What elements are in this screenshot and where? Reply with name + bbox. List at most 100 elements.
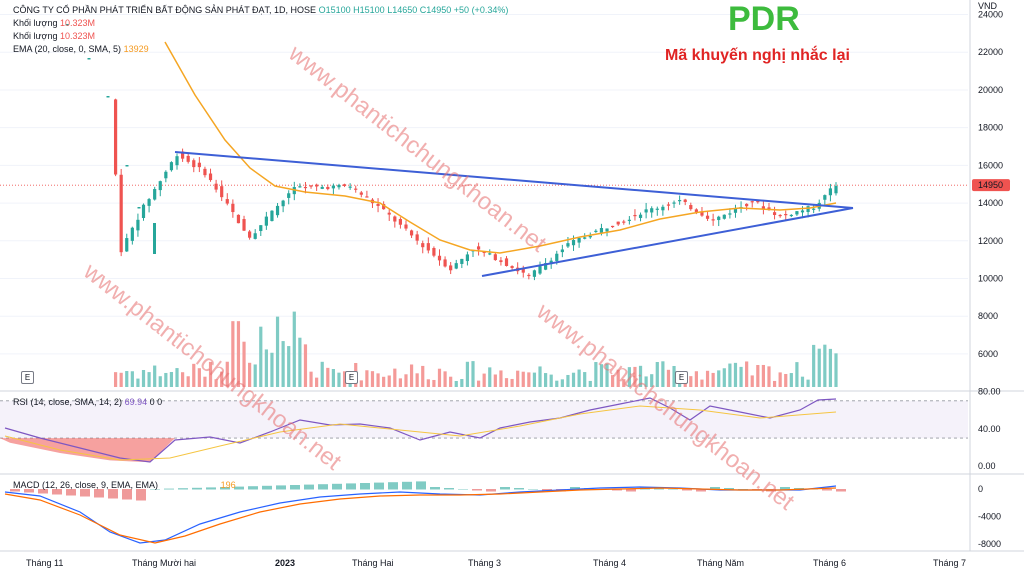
candle-body bbox=[717, 216, 721, 221]
volume-bar bbox=[393, 368, 397, 387]
macd-histogram-bar bbox=[654, 488, 664, 490]
rsi-tick-label: 80.00 bbox=[978, 387, 1001, 397]
price-axis[interactable]: 24000 22000 20000 18000 16000 14000 12000 10000… bbox=[972, 1, 1010, 359]
candle-body bbox=[382, 204, 386, 210]
volume-bar bbox=[214, 379, 218, 387]
candle-body bbox=[465, 254, 470, 262]
volume-bar bbox=[382, 376, 386, 387]
earnings-badge[interactable]: E bbox=[345, 371, 358, 384]
volume-bar bbox=[426, 379, 430, 387]
volume-bar bbox=[320, 361, 324, 387]
candle-body bbox=[812, 208, 816, 210]
candle-body bbox=[594, 230, 598, 232]
candle-body bbox=[231, 203, 235, 213]
candle-body bbox=[460, 258, 464, 264]
candle-body bbox=[253, 233, 257, 239]
volume-bar bbox=[823, 344, 827, 387]
rsi-value: 69.94 bbox=[124, 397, 148, 407]
volume-bar bbox=[197, 368, 201, 387]
volume-bar bbox=[599, 364, 604, 387]
candle-body bbox=[722, 214, 726, 219]
macd-histogram-bar bbox=[108, 489, 118, 499]
price-unit-label: VND bbox=[978, 1, 998, 11]
volume-bar bbox=[169, 371, 174, 387]
candle-body bbox=[125, 165, 129, 167]
macd-histogram-bar bbox=[472, 489, 482, 491]
time-tick-label: Tháng Mười hai bbox=[132, 558, 196, 568]
volume-bar bbox=[454, 380, 458, 387]
candle-body bbox=[348, 186, 352, 188]
volume-bar bbox=[504, 378, 509, 387]
candle-body bbox=[181, 151, 185, 159]
volume-bar bbox=[700, 379, 704, 387]
volume-bar bbox=[259, 326, 263, 387]
ema-series bbox=[164, 41, 837, 254]
macd-histogram-bar bbox=[374, 482, 384, 490]
macd-histogram-bar bbox=[346, 483, 356, 490]
candle-body bbox=[711, 219, 715, 221]
candle-body bbox=[544, 263, 548, 270]
volume-bar bbox=[661, 361, 665, 387]
volume-bar bbox=[784, 373, 788, 387]
candle-body bbox=[130, 227, 134, 241]
volume-bar bbox=[225, 361, 229, 387]
price-tick-label: 16000 bbox=[978, 160, 1003, 170]
volume-bar bbox=[694, 371, 698, 387]
candle-body bbox=[309, 185, 313, 187]
earnings-badge[interactable]: E bbox=[675, 371, 688, 384]
macd-pane: 0 -4000 -8000 bbox=[4, 481, 1001, 549]
macd-histogram-bar bbox=[38, 489, 48, 494]
volume-bar bbox=[711, 372, 715, 387]
macd-histogram-bar bbox=[668, 489, 678, 490]
macd-histogram-bar bbox=[150, 489, 160, 490]
volume-bar bbox=[287, 346, 291, 387]
candle-body bbox=[432, 248, 436, 256]
ema-legend: EMA (20, close, 0, SMA, 5) 13929 bbox=[13, 43, 149, 55]
macd-histogram-bar bbox=[192, 487, 202, 490]
candle-body bbox=[342, 184, 347, 186]
time-tick-label: Tháng 11 bbox=[26, 558, 63, 568]
candle-body bbox=[488, 253, 492, 255]
time-tick-label: 2023 bbox=[275, 558, 295, 568]
time-tick-label: Tháng 6 bbox=[813, 558, 846, 568]
candle-body bbox=[756, 200, 760, 203]
price-tick-label: 12000 bbox=[978, 236, 1003, 246]
candle-body bbox=[315, 184, 319, 187]
volume-bar bbox=[409, 364, 414, 387]
candle-body bbox=[784, 214, 788, 216]
volume-bar bbox=[231, 321, 235, 387]
candle-body bbox=[476, 246, 481, 250]
volume-bar bbox=[633, 366, 637, 387]
macd-histogram-bar bbox=[402, 481, 412, 490]
candle-body bbox=[398, 219, 402, 225]
volume-bar bbox=[220, 371, 224, 387]
close-value: C14950 bbox=[419, 5, 452, 15]
candle-body bbox=[599, 228, 604, 233]
volume-bar bbox=[415, 373, 419, 387]
price-tick-label: 6000 bbox=[978, 349, 998, 359]
candle-body bbox=[800, 210, 805, 213]
volume-bar bbox=[404, 374, 408, 387]
rsi-value-2: 0 bbox=[149, 397, 155, 407]
time-axis[interactable]: Tháng 11 Tháng Mười hai 2023 Tháng Hai Tháng… bbox=[26, 558, 966, 568]
macd-histogram-bar bbox=[122, 489, 132, 500]
macd-histogram-bar bbox=[318, 484, 328, 490]
candle-body bbox=[772, 212, 777, 215]
macd-histogram-bar bbox=[458, 489, 468, 490]
macd-histogram-bar bbox=[542, 489, 552, 491]
macd-histogram-bar bbox=[514, 488, 524, 490]
volume-value: 10.323M bbox=[59, 18, 95, 28]
volume-bar bbox=[342, 371, 347, 387]
volume-bars bbox=[113, 311, 838, 387]
volume-bar bbox=[164, 372, 168, 387]
volume-bar bbox=[303, 344, 308, 387]
volume-label: Khối lượng bbox=[13, 18, 58, 28]
volume-bar bbox=[571, 372, 576, 387]
volume-bar bbox=[655, 362, 659, 387]
volume-bar bbox=[622, 379, 626, 387]
volume-bar bbox=[812, 344, 816, 387]
macd-label: MACD (12, 26, close, 9, EMA, EMA) bbox=[13, 480, 159, 490]
volume-bar bbox=[113, 372, 118, 387]
earnings-badge[interactable]: E bbox=[21, 371, 34, 384]
